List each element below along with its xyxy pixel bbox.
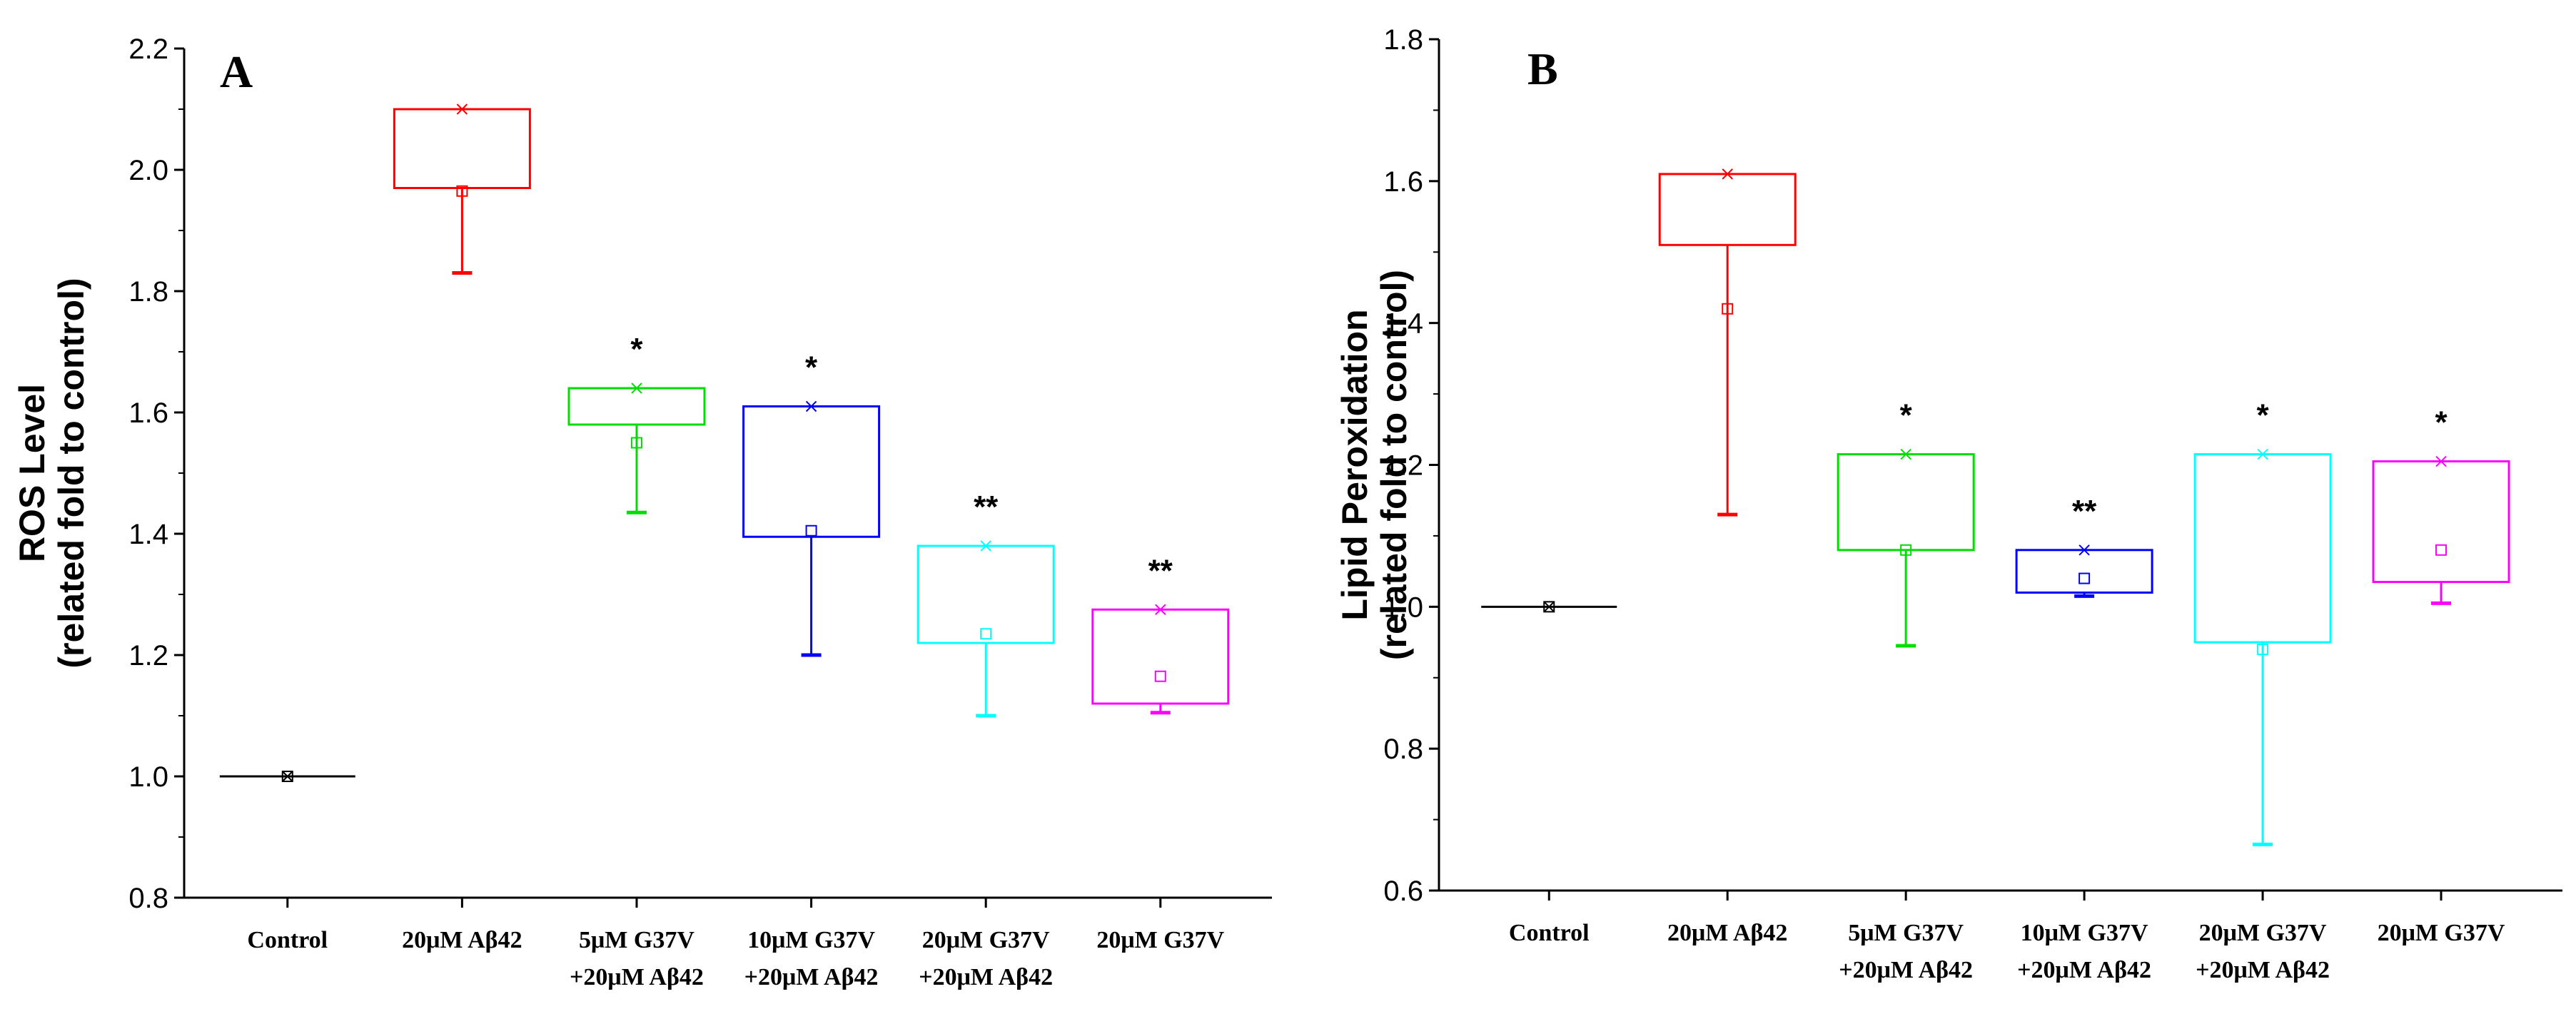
box-plot-5 xyxy=(2193,448,2332,846)
box-plot-3 xyxy=(1837,448,1975,648)
x-category-label: Control xyxy=(1509,920,1590,946)
x-category-label: +20μM Aβ42 xyxy=(744,964,879,990)
mean-marker xyxy=(2257,643,2269,655)
y-tick-label: 1.0 xyxy=(128,761,168,793)
x-category-label: 20μM G37V xyxy=(922,927,1050,953)
y-tick-label: 1.6 xyxy=(1383,166,1423,198)
box-rect xyxy=(393,108,531,189)
max-marker xyxy=(1900,448,1911,460)
max-marker xyxy=(282,771,293,782)
x-category-label: 10μM G37V xyxy=(2021,920,2148,946)
mean-marker xyxy=(1722,303,1734,315)
y-tick-label: 0.6 xyxy=(1383,876,1423,907)
y-tick-label: 1.0 xyxy=(1383,592,1423,623)
mean-marker xyxy=(281,771,293,782)
box-rect xyxy=(1837,453,1975,552)
box-rect xyxy=(742,405,881,538)
x-category-label: 10μM G37V xyxy=(747,927,875,953)
box-rect xyxy=(2193,453,2332,644)
mean-marker xyxy=(2435,544,2448,556)
x-category-label: Control xyxy=(247,927,328,953)
max-marker xyxy=(1155,604,1166,615)
y-tick-label: 2.2 xyxy=(128,34,168,65)
y-tick-label: 1.4 xyxy=(128,519,168,550)
y-axis-title: Lipid Peroxidation xyxy=(1335,309,1375,620)
box-rect xyxy=(1091,608,1230,705)
panel-label: A xyxy=(220,46,253,97)
y-tick-label: 1.2 xyxy=(1383,450,1423,482)
x-category-label: +20μM Aβ42 xyxy=(570,964,704,990)
mean-marker xyxy=(2079,572,2091,584)
significance-label: ** xyxy=(974,490,999,524)
box-rect xyxy=(2372,460,2510,584)
x-category-label: 5μM G37V xyxy=(579,927,694,953)
max-marker xyxy=(980,540,991,552)
significance-label: * xyxy=(1900,398,1913,433)
panel-label: B xyxy=(1527,44,1558,94)
y-axis-subtitle: (related fold to control) xyxy=(1374,270,1414,660)
x-category-label: +20μM Aβ42 xyxy=(1839,957,1973,983)
y-tick-label: 1.6 xyxy=(128,397,168,429)
y-tick-label: 1.8 xyxy=(1383,24,1423,56)
y-tick-label: 1.4 xyxy=(1383,308,1423,340)
max-marker xyxy=(631,382,642,394)
max-marker xyxy=(1543,601,1555,613)
mean-marker xyxy=(980,628,992,640)
x-category-label: 20μM G37V xyxy=(1096,927,1224,953)
max-marker xyxy=(2079,544,2090,556)
significance-label: * xyxy=(805,350,818,385)
box-plot-4 xyxy=(2015,544,2153,598)
max-marker xyxy=(2257,448,2268,460)
box-plot-3 xyxy=(567,382,706,514)
box-plot-4 xyxy=(742,400,881,657)
x-category-label: 20μM Aβ42 xyxy=(402,927,522,953)
significance-label: * xyxy=(2435,405,2448,440)
y-axis-subtitle: (related fold to control) xyxy=(51,278,91,668)
x-category-label: 20μM G37V xyxy=(2378,920,2505,946)
x-category-label: 20μM G37V xyxy=(2199,920,2327,946)
significance-label: * xyxy=(2256,398,2269,433)
x-category-label: 20μM Aβ42 xyxy=(1667,920,1787,946)
box-plot-1 xyxy=(1481,601,1617,613)
mean-marker xyxy=(1900,544,1912,556)
significance-label: ** xyxy=(1148,553,1173,588)
significance-label: * xyxy=(630,332,643,367)
panel-b-lipid-peroxidation: 0.6 0.8 1.0 1.2 1.4 1.6 1.8 Lipid Peroxidation(… xyxy=(1335,24,2562,983)
panel-a-ros-level: 0.8 1.0 1.2 1.4 1.6 1.8 2.0 2.2 ROS Level (relate… xyxy=(12,34,1272,990)
y-tick-label: 0.8 xyxy=(1383,734,1423,765)
x-category-label: 5μM G37V xyxy=(1848,920,1964,946)
max-marker xyxy=(1722,168,1733,180)
significance-label: ** xyxy=(2072,494,2097,529)
mean-marker xyxy=(1543,601,1555,613)
y-axis-title: ROS Level xyxy=(12,384,52,562)
x-category-label: +20μM Aβ42 xyxy=(2196,957,2330,983)
mean-marker xyxy=(456,185,468,197)
y-tick-label: 0.8 xyxy=(128,883,168,914)
box-plot-2 xyxy=(1658,168,1797,517)
x-category-label: +20μM Aβ42 xyxy=(2017,957,2151,983)
mean-marker xyxy=(1154,670,1166,682)
max-marker xyxy=(456,103,468,115)
max-marker xyxy=(805,400,817,412)
box-plot-1 xyxy=(219,771,355,782)
mean-marker xyxy=(630,437,642,449)
box-plot-6 xyxy=(2372,455,2510,605)
box-plot-2 xyxy=(393,103,531,275)
y-tick-label: 1.2 xyxy=(128,640,168,671)
x-category-label: +20μM Aβ42 xyxy=(919,964,1053,990)
y-tick-label: 2.0 xyxy=(128,155,168,186)
box-rect xyxy=(1658,173,1797,246)
box-rect xyxy=(2015,549,2153,594)
box-rect xyxy=(567,387,706,426)
box-plot-6 xyxy=(1091,604,1230,715)
max-marker xyxy=(2435,455,2447,467)
mean-marker xyxy=(805,524,817,537)
box-plot-5 xyxy=(916,540,1055,718)
y-tick-label: 1.8 xyxy=(128,276,168,308)
